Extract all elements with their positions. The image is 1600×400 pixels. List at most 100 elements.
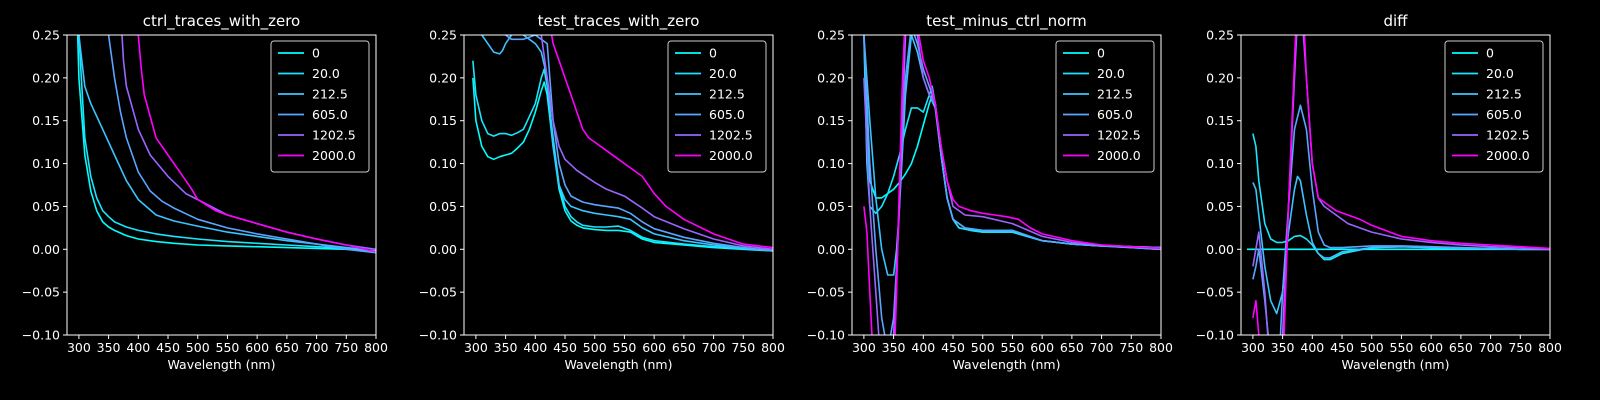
y-tick-label: −0.10	[1196, 328, 1234, 343]
y-tick-label: 0.00	[32, 242, 60, 257]
x-tick-label: 600	[1030, 340, 1054, 355]
y-tick-label: 0.20	[1206, 70, 1234, 85]
y-tick-label: 0.15	[1206, 113, 1234, 128]
y-tick-label: −0.10	[419, 328, 457, 343]
x-tick-label: 700	[305, 340, 329, 355]
y-tick-label: 0.00	[429, 242, 457, 257]
x-axis-label: Wavelength (nm)	[565, 357, 673, 372]
x-tick-label: 750	[1508, 340, 1532, 355]
x-tick-label: 450	[553, 340, 577, 355]
chart-panel-1: 300 350 400 450 500 550 600 650 700 750 800 −0.10 −0…	[22, 12, 388, 372]
plot-frame	[851, 34, 1162, 336]
legend: 0 20.0 212.5 605.0 1202.5 2000.0	[667, 40, 767, 173]
y-tick-label: 0.05	[429, 199, 457, 214]
chart-title: diff	[1383, 12, 1408, 30]
y-tick-label: 0.10	[817, 156, 845, 171]
legend-label: 2000.0	[709, 148, 753, 163]
x-tick-label: 500	[1360, 340, 1384, 355]
y-tick-label: 0.10	[32, 156, 60, 171]
legend-label: 20.0	[312, 66, 340, 81]
x-tick-label: 600	[642, 340, 666, 355]
legend-label: 605.0	[1486, 107, 1522, 122]
y-tick-label: 0.25	[817, 28, 845, 43]
y-tick-label: 0.10	[429, 156, 457, 171]
series-group	[1246, 35, 1550, 335]
y-tick-label: 0.20	[429, 70, 457, 85]
legend-label: 20.0	[709, 66, 737, 81]
x-tick-label: 650	[1449, 340, 1473, 355]
y-tick-label: 0.25	[429, 28, 457, 43]
y-tick-label: 0.20	[32, 70, 60, 85]
legend-label: 1202.5	[312, 128, 356, 143]
x-tick-label: 550	[1001, 340, 1025, 355]
series-line-0	[76, 35, 376, 252]
chart-title: test_traces_with_zero	[538, 12, 700, 31]
y-tick-label: 0.05	[817, 199, 845, 214]
legend-label: 212.5	[1486, 87, 1522, 102]
x-tick-label: 550	[216, 340, 240, 355]
y-tick-label: 0.10	[1206, 156, 1234, 171]
series-line-212-5	[1252, 175, 1550, 315]
legend-label: 2000.0	[1486, 148, 1530, 163]
legend: 0 20.0 212.5 605.0 1202.5 2000.0	[270, 40, 370, 173]
x-tick-label: 300	[464, 340, 488, 355]
x-tick-label: 350	[1271, 340, 1295, 355]
legend-label: 1202.5	[1097, 128, 1141, 143]
x-tick-label: 350	[882, 340, 906, 355]
x-tick-label: 300	[852, 340, 876, 355]
x-tick-label: 550	[613, 340, 637, 355]
legend-label: 0	[312, 46, 320, 61]
x-axis-label: Wavelength (nm)	[168, 357, 276, 372]
chart-title: test_minus_ctrl_norm	[926, 12, 1087, 31]
series-line-2000-0	[1252, 35, 1550, 335]
legend-label: 1202.5	[1486, 128, 1530, 143]
y-tick-label: 0.25	[32, 28, 60, 43]
legend-label: 605.0	[1097, 107, 1133, 122]
series-line-2000-0	[137, 35, 376, 253]
y-tick-label: −0.10	[807, 328, 845, 343]
x-tick-label: 400	[523, 340, 547, 355]
plot-frame	[463, 34, 774, 336]
chart-panel-3: 300 350 400 450 500 550 600 650 700 750 800 −0.10 −0…	[807, 12, 1173, 372]
x-tick-label: 750	[1119, 340, 1143, 355]
x-tick-label: 650	[1060, 340, 1084, 355]
y-tick-label: 0.05	[1206, 199, 1234, 214]
x-tick-label: 700	[1479, 340, 1503, 355]
chart-panel-2: 300 350 400 450 500 550 600 650 700 750 800 −0.10 −0…	[419, 12, 785, 372]
x-tick-label: 500	[971, 340, 995, 355]
x-tick-label: 400	[1300, 340, 1324, 355]
x-axis-label: Wavelength (nm)	[1342, 357, 1450, 372]
x-tick-label: 800	[364, 340, 388, 355]
plot-frame	[66, 34, 377, 336]
series-line-2000-0	[863, 35, 1161, 335]
x-axis-label: Wavelength (nm)	[953, 357, 1061, 372]
series-group	[472, 35, 773, 252]
x-tick-label: 700	[702, 340, 726, 355]
legend-label: 20.0	[1486, 66, 1514, 81]
y-tick-label: 0.20	[817, 70, 845, 85]
y-tick-label: 0.15	[32, 113, 60, 128]
x-tick-label: 550	[1390, 340, 1414, 355]
legend-label: 1202.5	[709, 128, 753, 143]
x-tick-label: 300	[1241, 340, 1265, 355]
series-line-2000-0	[550, 35, 773, 249]
y-tick-label: 0.25	[1206, 28, 1234, 43]
legend-label: 0	[709, 46, 717, 61]
series-line-20-0	[78, 35, 376, 252]
series-line-212-5	[78, 35, 376, 252]
y-tick-label: 0.05	[32, 199, 60, 214]
series-line-605-0	[1252, 104, 1550, 335]
series-group	[863, 35, 1161, 335]
series-line-1202-5	[863, 35, 1161, 335]
legend-label: 212.5	[1097, 87, 1133, 102]
x-tick-label: 650	[672, 340, 696, 355]
x-tick-label: 600	[1419, 340, 1443, 355]
x-tick-label: 700	[1090, 340, 1114, 355]
x-tick-label: 600	[245, 340, 269, 355]
legend: 0 20.0 212.5 605.0 1202.5 2000.0	[1055, 40, 1155, 173]
x-tick-label: 450	[156, 340, 180, 355]
x-tick-label: 800	[1538, 340, 1562, 355]
chart-title: ctrl_traces_with_zero	[143, 12, 300, 31]
legend-label: 605.0	[312, 107, 348, 122]
series-line-1202-5	[540, 35, 773, 251]
